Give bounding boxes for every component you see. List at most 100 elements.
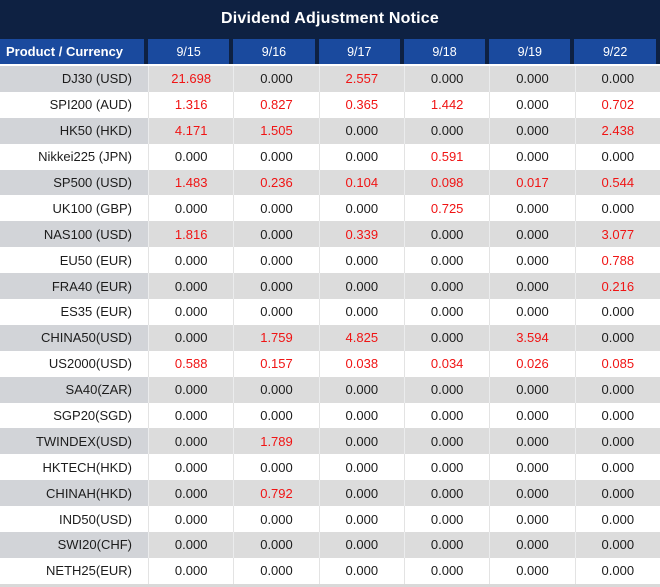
product-cell: IND50(USD) (59, 511, 132, 527)
header-product-currency: Product / Currency (0, 39, 144, 64)
product-cell: SPI200 (AUD) (49, 97, 132, 113)
value-cell: 0.000 (489, 273, 574, 300)
value-cell: 0.000 (233, 247, 318, 274)
value-cell: 0.000 (318, 402, 404, 429)
product-cell: NETH25(EUR) (46, 563, 132, 579)
value-cell: 0.000 (318, 480, 404, 507)
product-cell: HK50 (HKD) (0, 117, 148, 144)
value-cell: 0.000 (403, 532, 489, 558)
value-cell: 0.000 (403, 247, 489, 274)
product-cell: TWINDEX(USD) (0, 428, 148, 455)
value-cell: 0.725 (403, 195, 489, 222)
value-cell: 0.216 (574, 273, 660, 300)
table-row: FRA40 (EUR) 0.000 0.000 0.000 0.000 0.000 0.21… (0, 273, 660, 300)
value-cell: 0.000 (574, 506, 660, 533)
value-cell: 0.000 (403, 557, 489, 584)
value-cell: 0.000 (574, 480, 660, 507)
value-cell: 0.000 (574, 299, 660, 325)
value-cell: 0.000 (489, 247, 574, 274)
table-row: UK100 (GBP) 0.000 0.000 0.000 0.725 0.000 0.00… (0, 195, 660, 222)
value-cell: 0.827 (233, 91, 318, 118)
value-cell: 0.000 (403, 117, 489, 144)
product-cell: US2000(USD) (48, 356, 132, 372)
value-cell: 0.000 (403, 428, 489, 455)
product-cell: CHINA50(USD) (0, 324, 148, 351)
value-cell: 0.000 (489, 66, 574, 92)
value-cell: 0.000 (403, 454, 489, 481)
product-cell: SGP20(SGD) (53, 408, 132, 424)
value-cell: 0.000 (233, 221, 318, 248)
value-cell: 2.438 (574, 117, 660, 144)
table-row: SPI200 (AUD) 1.316 0.827 0.365 1.442 0.000 0.7… (0, 91, 660, 118)
value-cell: 0.000 (148, 402, 233, 429)
table-row: CHINAH(HKD) 0.000 0.792 0.000 0.000 0.000 0.00… (0, 480, 660, 507)
value-cell: 0.000 (403, 273, 489, 300)
header-date: 9/16 (233, 39, 315, 64)
table-row: Nikkei225 (JPN) 0.000 0.000 0.000 0.591 0.000… (0, 143, 660, 170)
value-cell: 0.000 (489, 117, 574, 144)
value-cell: 0.000 (403, 376, 489, 403)
page-title: Dividend Adjustment Notice (221, 10, 439, 27)
value-cell: 0.000 (574, 195, 660, 222)
value-cell: 0.038 (318, 350, 404, 377)
value-cell: 0.085 (574, 350, 660, 377)
value-cell: 0.000 (318, 273, 404, 300)
value-cell: 0.104 (318, 169, 404, 196)
value-cell: 0.026 (489, 350, 574, 377)
value-cell: 0.792 (233, 480, 318, 507)
value-cell: 0.000 (574, 402, 660, 429)
value-cell: 0.000 (403, 299, 489, 325)
header-date: 9/17 (318, 39, 400, 64)
value-cell: 0.000 (403, 402, 489, 429)
table-row: NETH25(EUR) 0.000 0.000 0.000 0.000 0.000 0.00… (0, 557, 660, 584)
value-cell: 0.000 (233, 506, 318, 533)
value-cell: 0.000 (233, 532, 318, 558)
value-cell: 0.000 (403, 324, 489, 351)
header-date: 9/18 (403, 39, 486, 64)
value-cell: 1.483 (148, 169, 233, 196)
value-cell: 1.759 (233, 324, 318, 351)
value-cell: 0.000 (489, 195, 574, 222)
table-body: DJ30 (USD) 21.698 0.000 2.557 0.000 0.000 0.00… (0, 66, 660, 584)
value-cell: 0.000 (403, 221, 489, 248)
value-cell: 0.157 (233, 350, 318, 377)
value-cell: 0.000 (148, 428, 233, 455)
value-cell: 0.000 (318, 557, 404, 584)
product-cell: CHINAH(HKD) (0, 480, 148, 507)
value-cell: 0.000 (148, 506, 233, 533)
product-cell: FRA40 (EUR) (0, 273, 148, 300)
value-cell: 0.000 (148, 532, 233, 558)
value-cell: 0.000 (318, 428, 404, 455)
value-cell: 0.000 (574, 66, 660, 92)
value-cell: 0.000 (233, 273, 318, 300)
table-row: IND50(USD) 0.000 0.000 0.000 0.000 0.000 0.000 (0, 506, 660, 533)
header-date: 9/15 (148, 39, 230, 64)
table-row: HKTECH(HKD) 0.000 0.000 0.000 0.000 0.000 0.00… (0, 454, 660, 481)
table-row: EU50 (EUR) 0.000 0.000 0.000 0.000 0.000 0.788 (0, 247, 660, 274)
value-cell: 1.789 (233, 428, 318, 455)
value-cell: 1.316 (148, 91, 233, 118)
value-cell: 0.034 (403, 350, 489, 377)
value-cell: 0.544 (574, 169, 660, 196)
value-cell: 0.000 (403, 480, 489, 507)
value-cell: 0.000 (489, 221, 574, 248)
value-cell: 3.077 (574, 221, 660, 248)
value-cell: 0.017 (489, 169, 574, 196)
value-cell: 0.000 (489, 454, 574, 481)
value-cell: 0.098 (403, 169, 489, 196)
value-cell: 0.000 (574, 428, 660, 455)
header-date: 9/19 (489, 39, 571, 64)
value-cell: 21.698 (148, 66, 233, 92)
value-cell: 0.000 (318, 532, 404, 558)
value-cell: 0.000 (233, 195, 318, 222)
product-cell: NAS100 (USD) (0, 221, 148, 248)
value-cell: 4.825 (318, 324, 404, 351)
value-cell: 0.000 (148, 557, 233, 584)
value-cell: 0.000 (148, 324, 233, 351)
value-cell: 0.000 (574, 376, 660, 403)
value-cell: 0.000 (574, 454, 660, 481)
table-row: DJ30 (USD) 21.698 0.000 2.557 0.000 0.000 0.00… (0, 66, 660, 92)
value-cell: 0.000 (318, 454, 404, 481)
table-row: HK50 (HKD) 4.171 1.505 0.000 0.000 0.000 2.438 (0, 117, 660, 144)
